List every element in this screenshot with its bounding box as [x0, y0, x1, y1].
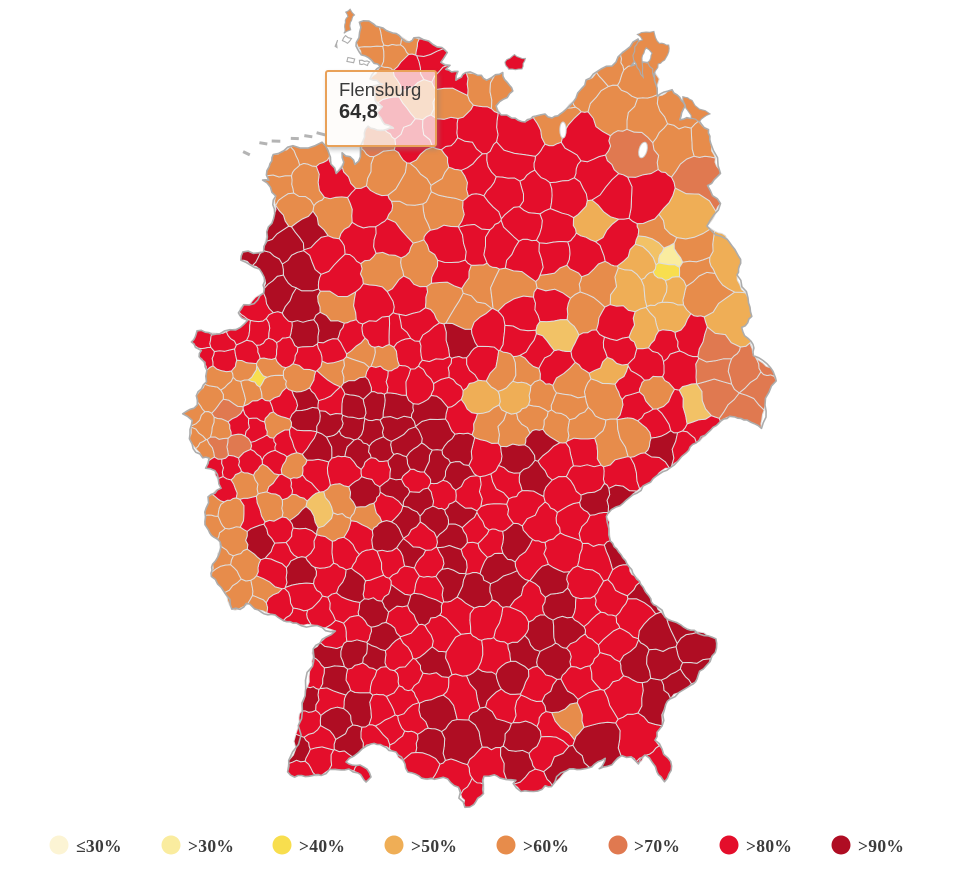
svg-text:>70%: >70% [634, 836, 680, 856]
svg-text:>80%: >80% [746, 836, 792, 856]
svg-text:>30%: >30% [188, 836, 234, 856]
svg-text:>40%: >40% [299, 836, 345, 856]
svg-text:>60%: >60% [523, 836, 569, 856]
svg-text:≤30%: ≤30% [76, 836, 122, 856]
svg-text:>90%: >90% [858, 836, 904, 856]
svg-text:>50%: >50% [411, 836, 457, 856]
